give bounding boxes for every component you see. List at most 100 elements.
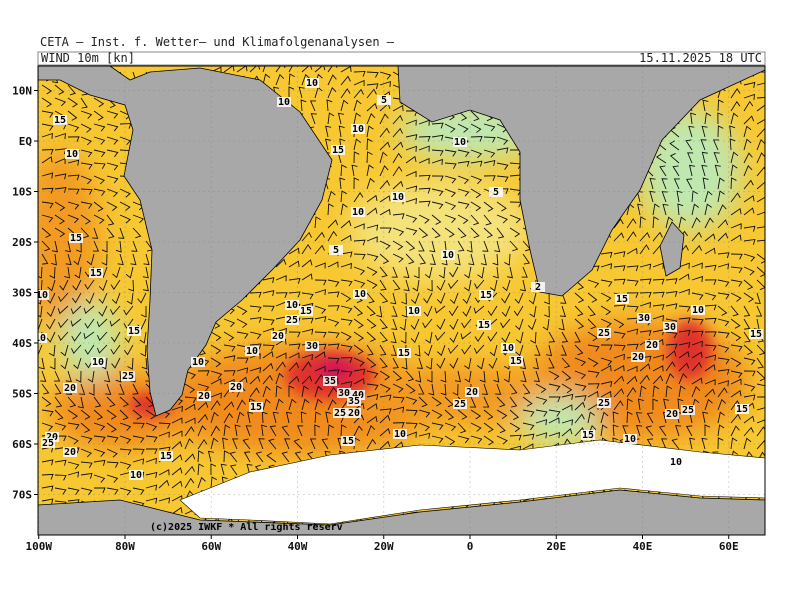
wind-barb bbox=[730, 413, 741, 424]
wind-barb bbox=[353, 138, 362, 151]
wind-barb bbox=[93, 422, 106, 431]
contour-label-bg bbox=[249, 402, 263, 412]
wind-barb bbox=[457, 409, 468, 420]
wind-barb bbox=[340, 251, 353, 258]
wind-barb bbox=[652, 385, 660, 398]
contour-label-bg bbox=[681, 405, 695, 415]
wind-barb bbox=[96, 344, 108, 354]
contour-label: 10 bbox=[34, 333, 46, 344]
wind-barb bbox=[275, 292, 288, 298]
wind-barb bbox=[101, 240, 108, 253]
wind-barb bbox=[444, 214, 457, 224]
contour-label: 15 bbox=[478, 320, 490, 331]
wind-barb bbox=[340, 424, 347, 437]
wind-barb bbox=[414, 344, 421, 357]
contour-label-bg bbox=[377, 95, 391, 105]
wind-barb bbox=[262, 398, 271, 411]
wind-barb bbox=[314, 331, 327, 338]
contour-label-bg bbox=[285, 300, 299, 310]
wind-barb bbox=[701, 164, 708, 177]
wind-barb bbox=[431, 201, 444, 210]
wind-barb bbox=[756, 128, 765, 138]
wind-barb bbox=[687, 152, 694, 164]
contour-label: 20 bbox=[64, 447, 76, 458]
wind-barb bbox=[48, 344, 56, 357]
wind-barb bbox=[678, 373, 688, 385]
wind-barb bbox=[730, 112, 739, 125]
wind-barb bbox=[314, 262, 326, 269]
wind-barb bbox=[262, 305, 275, 312]
wind-barb bbox=[418, 145, 430, 152]
wind-barb bbox=[489, 344, 498, 357]
wind-barb bbox=[665, 361, 676, 372]
wind-barb bbox=[548, 417, 560, 424]
wind-barb bbox=[702, 411, 709, 424]
contour-label-bg bbox=[581, 430, 595, 440]
wind-barb bbox=[466, 240, 473, 253]
wind-barb bbox=[489, 279, 498, 292]
wind-barb bbox=[64, 266, 71, 279]
wind-barb bbox=[288, 278, 301, 284]
wind-barb bbox=[110, 305, 121, 316]
wind-barb bbox=[392, 279, 401, 291]
wind-barb bbox=[54, 422, 67, 431]
contour-label: 25 bbox=[454, 399, 466, 410]
wind-barb bbox=[327, 230, 338, 242]
wind-barb bbox=[613, 400, 624, 411]
wind-barb bbox=[449, 318, 459, 330]
wind-barb bbox=[470, 435, 483, 444]
wind-barb bbox=[689, 164, 696, 177]
wind-barb bbox=[314, 244, 325, 255]
contour-label: 15 bbox=[332, 145, 344, 156]
wind-barb bbox=[106, 448, 118, 458]
wind-barb bbox=[262, 66, 266, 73]
wind-barb bbox=[487, 331, 498, 342]
lon-tick-label: 80W bbox=[115, 540, 135, 553]
wind-barb bbox=[665, 290, 678, 297]
contour-label: 10 bbox=[502, 343, 514, 354]
wind-barb bbox=[713, 152, 720, 164]
wind-barb bbox=[639, 330, 652, 336]
wind-barb bbox=[401, 292, 407, 305]
wind-barb bbox=[272, 411, 279, 424]
wind-barb bbox=[704, 398, 713, 411]
wind-barb bbox=[431, 134, 444, 141]
wind-barb bbox=[548, 409, 561, 417]
wind-barb bbox=[353, 402, 365, 411]
wind-barb bbox=[717, 398, 727, 411]
lon-tick-label: 40W bbox=[288, 540, 308, 553]
wind-barb bbox=[366, 236, 378, 243]
wind-barb bbox=[702, 99, 709, 112]
wind-barb bbox=[483, 214, 492, 226]
wind-barb bbox=[678, 385, 686, 398]
wind-barb bbox=[79, 383, 86, 395]
wind-barb bbox=[532, 357, 539, 370]
wind-barb bbox=[64, 240, 72, 253]
wind-barb bbox=[258, 438, 265, 450]
wind-barb bbox=[535, 383, 547, 393]
wind-barb bbox=[756, 383, 765, 392]
wind-barb bbox=[197, 438, 208, 450]
wind-barb bbox=[197, 370, 210, 376]
wind-barb bbox=[717, 232, 729, 242]
wind-barb bbox=[730, 88, 741, 99]
lon-tick-label: 20W bbox=[374, 540, 394, 553]
wind-barb bbox=[704, 354, 717, 361]
wind-barb bbox=[123, 344, 134, 356]
wind-barb bbox=[80, 461, 93, 469]
wind-barb bbox=[410, 318, 420, 330]
contour-label: 30 bbox=[338, 388, 350, 399]
wind-barb bbox=[325, 411, 332, 424]
contour-label: 10 bbox=[246, 346, 258, 357]
wind-barb bbox=[132, 396, 142, 408]
wind-barb bbox=[327, 386, 338, 398]
wind-barb bbox=[301, 231, 312, 242]
wind-barb bbox=[93, 136, 106, 145]
wind-barb bbox=[158, 469, 170, 476]
wind-barb bbox=[301, 385, 309, 398]
wind-barb bbox=[743, 125, 752, 138]
wind-barb bbox=[93, 149, 106, 158]
wind-barb bbox=[210, 437, 219, 450]
wind-barb bbox=[521, 266, 528, 278]
wind-barb bbox=[756, 181, 765, 190]
